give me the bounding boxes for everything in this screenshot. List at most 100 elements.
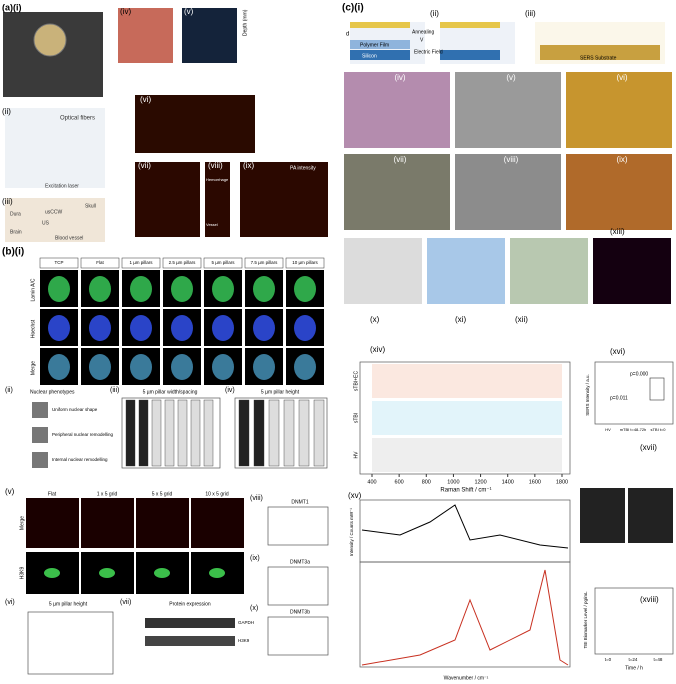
x-tick-label: 1200 <box>474 479 486 485</box>
label: SERS Substrate <box>580 55 617 61</box>
sem-image <box>344 154 450 230</box>
label: Brain <box>10 229 22 235</box>
photo <box>344 238 422 304</box>
image <box>118 8 173 63</box>
column-header <box>203 257 243 269</box>
plot-frame <box>234 397 328 469</box>
label: HV <box>605 427 611 432</box>
nucleus <box>89 354 111 380</box>
bar <box>253 399 265 467</box>
label: (xi) <box>455 315 466 324</box>
cell <box>99 568 115 578</box>
bar <box>203 399 214 467</box>
bar <box>125 399 136 467</box>
label: Optical fibers <box>60 116 95 122</box>
plot-frame <box>359 361 571 475</box>
panel-label: (vi) <box>616 73 627 82</box>
nucleus <box>294 354 316 380</box>
label: Uniform nuclear shape <box>52 407 98 412</box>
label: Nuclear phenotypes <box>30 389 75 395</box>
label: Hemorrhage <box>206 177 229 182</box>
bar <box>238 399 250 467</box>
label: V <box>420 37 424 43</box>
column-header <box>39 257 79 269</box>
sem-image <box>344 72 450 148</box>
plot-frame <box>594 361 674 425</box>
spectrum-band <box>372 364 562 398</box>
label: 5 µm pillar width/spacing <box>143 389 198 395</box>
label: (iii) <box>110 387 119 394</box>
label: Intensity / Counts mW⁻¹ <box>349 508 354 556</box>
label: p=0.000 <box>630 371 648 377</box>
nucleus <box>253 276 275 302</box>
label: 1 x 5 grid <box>97 491 118 497</box>
label: (a)(i) <box>2 2 22 12</box>
label: 5 µm pillar height <box>261 389 300 395</box>
label: Hoechst <box>30 319 36 338</box>
label: mTBI t=48-72h <box>620 427 647 432</box>
nucleus <box>130 315 152 341</box>
image <box>81 498 134 548</box>
label: Skull <box>85 203 96 209</box>
label: Blood vessel <box>55 235 83 241</box>
polymer-layer <box>350 40 410 49</box>
image <box>240 162 328 237</box>
image <box>205 162 230 237</box>
label: Merge <box>30 361 36 375</box>
nucleus <box>253 354 275 380</box>
label: sTBI t=0 <box>650 427 666 432</box>
nucleus <box>253 315 275 341</box>
image <box>191 498 244 548</box>
blot <box>145 618 235 628</box>
label: (x) <box>250 605 258 612</box>
label: Raman Shift / cm⁻¹ <box>440 488 491 494</box>
column-header <box>244 257 284 269</box>
nucleus <box>212 315 234 341</box>
panel-label: (vii) <box>394 155 407 164</box>
label: (viii) <box>208 161 223 170</box>
column-header <box>121 257 161 269</box>
image <box>135 162 200 237</box>
blot <box>145 636 235 646</box>
nucleus <box>89 276 111 302</box>
label: US <box>42 220 50 226</box>
bar <box>138 399 149 467</box>
label: 10 x 5 grid <box>205 491 229 497</box>
sem-image <box>455 154 561 230</box>
label: (v) <box>184 7 194 16</box>
label: (vii) <box>120 599 131 606</box>
electrode <box>350 22 410 28</box>
label: Flat <box>48 491 57 497</box>
nucleus <box>294 315 316 341</box>
label: Protein expression <box>169 601 211 607</box>
bar <box>177 399 188 467</box>
label: (xiv) <box>370 345 385 354</box>
label: Annealing <box>412 29 434 35</box>
panel-label: (viii) <box>504 155 519 164</box>
label: Wavenumber / cm⁻¹ <box>444 675 489 681</box>
label: Excitation laser <box>45 183 79 189</box>
x-tick-label: 1600 <box>529 479 541 485</box>
label: (xvii) <box>640 443 657 452</box>
phenotype-image <box>32 452 48 468</box>
x-tick-label: 1800 <box>556 479 568 485</box>
label: (vi) <box>5 599 15 606</box>
label: (xv) <box>348 491 362 500</box>
photo <box>593 238 671 304</box>
mri <box>628 488 673 543</box>
label: Polymer Film <box>360 42 389 48</box>
label: H3K9 <box>238 638 250 643</box>
label: d <box>346 32 349 38</box>
label: (iv) <box>120 7 131 16</box>
label: (v) <box>5 487 15 496</box>
plot-frame <box>267 616 329 656</box>
mri <box>580 488 625 543</box>
label: (xii) <box>515 315 528 324</box>
sers-substrate <box>540 45 660 60</box>
label: Electric Field <box>414 49 443 55</box>
spectrum-band <box>372 401 562 435</box>
label: 5 µm pillar height <box>49 601 88 607</box>
panel-label: (ix) <box>616 155 627 164</box>
label: (viii) <box>250 495 263 502</box>
